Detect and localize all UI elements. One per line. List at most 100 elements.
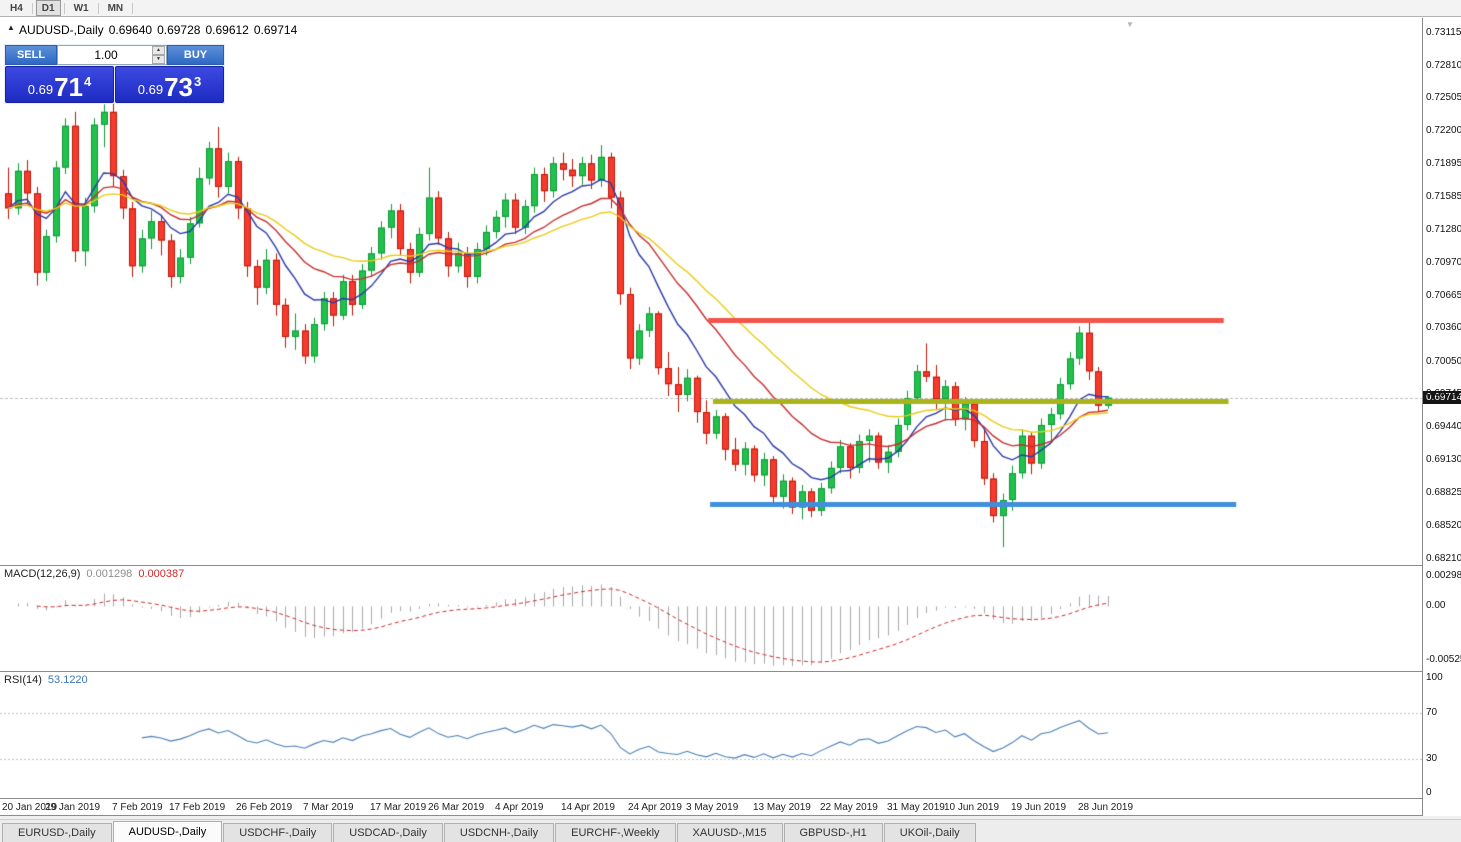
macd-name: MACD(12,26,9) xyxy=(4,568,81,580)
macd-label: MACD(12,26,9) 0.001298 0.000387 xyxy=(4,568,184,580)
date-label: 31 May 2019 xyxy=(887,802,945,813)
volume-down-icon[interactable]: ▼ xyxy=(152,55,165,64)
price-axis-label: 0.71280 xyxy=(1426,224,1461,235)
date-label: 19 Jun 2019 xyxy=(1011,802,1067,813)
volume-up-icon[interactable]: ▲ xyxy=(152,46,165,55)
toolbar-separator xyxy=(97,2,99,14)
date-label: 17 Mar 2019 xyxy=(370,802,427,813)
symbol-info-line: AUDUSD-,Daily 0.69640 0.69728 0.69612 0.6971… xyxy=(19,23,302,37)
macd-axis-label: -0.005256 xyxy=(1426,654,1461,665)
ask-pip-digit: 3 xyxy=(194,74,202,89)
open-value: 0.69640 xyxy=(108,23,153,37)
date-label: 7 Feb 2019 xyxy=(112,802,163,813)
chart-tab[interactable]: XAUUSD-,M15 xyxy=(676,823,783,842)
rsi-axis-label: 0 xyxy=(1426,787,1432,798)
date-label: 28 Jun 2019 xyxy=(1078,802,1134,813)
chart-tab[interactable]: USDCHF-,Daily xyxy=(223,823,333,842)
high-value: 0.69728 xyxy=(157,23,201,37)
chart-tab[interactable]: USDCNH-,Daily xyxy=(443,823,555,842)
ask-big-digits: 73 xyxy=(164,72,193,102)
toolbar-separator xyxy=(31,2,33,14)
volume-input[interactable] xyxy=(58,46,166,64)
macd-axis-label: 0.002984 xyxy=(1426,570,1461,581)
macd-signal-value: 0.000387 xyxy=(138,568,185,580)
macd-axis-label: 0.00 xyxy=(1426,600,1446,611)
price-axis-label: 0.72200 xyxy=(1426,125,1461,136)
price-axis-label: 0.71585 xyxy=(1426,191,1461,202)
rsi-axis-label: 70 xyxy=(1426,707,1438,718)
toolbar-separator xyxy=(132,2,134,14)
chart-tab[interactable]: EURUSD-,Daily xyxy=(2,823,112,842)
price-axis-label: 0.70665 xyxy=(1426,290,1461,301)
current-price-badge: 0.69714 xyxy=(1423,391,1461,404)
date-label: 26 Feb 2019 xyxy=(236,802,293,813)
panel-separator[interactable] xyxy=(0,798,1461,799)
toolbar-separator xyxy=(63,2,65,14)
chart-tab[interactable]: AUDUSD-,Daily xyxy=(112,821,223,842)
rsi-value: 53.1220 xyxy=(47,674,88,686)
price-axis-label: 0.70970 xyxy=(1426,257,1461,268)
timeframe-button-d1[interactable]: D1 xyxy=(35,0,61,16)
buy-button[interactable]: BUY xyxy=(167,45,224,65)
ask-quote-panel[interactable]: 0.69 73 3 xyxy=(115,66,224,103)
price-axis-label: 0.69745 xyxy=(1426,388,1461,399)
chart-tab[interactable]: UKOil-,Daily xyxy=(883,823,976,842)
low-value: 0.69612 xyxy=(205,23,249,37)
date-label: 4 Apr 2019 xyxy=(495,802,544,813)
price-axis-label: 0.70360 xyxy=(1426,322,1461,333)
date-label: 10 Jun 2019 xyxy=(944,802,1000,813)
bid-quote-panel[interactable]: 0.69 71 4 xyxy=(5,66,114,103)
time-axis[interactable]: 20 Jan 2019 29 Jan 2019 7 Feb 2019 17 Feb 2… xyxy=(0,799,1422,816)
timeframe-toolbar: H4 D1 W1 MN xyxy=(0,0,1461,17)
date-label: 7 Mar 2019 xyxy=(303,802,354,813)
rsi-axis-label: 30 xyxy=(1426,753,1438,764)
panel-separator[interactable] xyxy=(0,565,1461,566)
date-label: 20 Jan 2019 xyxy=(2,802,58,813)
price-axis-label: 0.68520 xyxy=(1426,520,1461,531)
timeframe-button-mn[interactable]: MN xyxy=(107,2,124,14)
symbol-name: AUDUSD-,Daily xyxy=(19,23,104,37)
bid-pip-digit: 4 xyxy=(84,74,92,89)
one-click-collapse-arrow-icon[interactable]: ▲ xyxy=(7,23,15,32)
rsi-axis-label: 100 xyxy=(1426,672,1443,683)
macd-indicator-canvas[interactable] xyxy=(0,566,1422,670)
rsi-indicator-canvas[interactable] xyxy=(0,672,1422,798)
bid-big-digits: 71 xyxy=(54,72,83,102)
price-axis[interactable]: 0.69714 0.73115 0.72810 0.72505 0.72200 0.71… xyxy=(1422,18,1461,816)
price-axis-label: 0.69440 xyxy=(1426,421,1461,432)
bid-prefix: 0.69 xyxy=(27,82,54,97)
chart-shift-marker-icon[interactable]: ▼ xyxy=(1126,20,1134,29)
price-axis-label: 0.71895 xyxy=(1426,158,1461,169)
one-click-trading-panel: SELL ▲ ▼ BUY 0.69 71 4 0.69 73 3 xyxy=(4,44,225,104)
date-label: 22 May 2019 xyxy=(820,802,878,813)
timeframe-button-w1[interactable]: W1 xyxy=(73,2,89,14)
date-label: 17 Feb 2019 xyxy=(169,802,226,813)
date-label: 24 Apr 2019 xyxy=(628,802,682,813)
price-axis-label: 0.73115 xyxy=(1426,27,1461,38)
rsi-name: RSI(14) xyxy=(4,674,42,686)
chart-tab-bar: EURUSD-,Daily AUDUSD-,Daily USDCHF-,Daily U… xyxy=(0,819,1461,842)
date-label: 3 May 2019 xyxy=(686,802,739,813)
close-value: 0.69714 xyxy=(253,23,298,37)
macd-main-value: 0.001298 xyxy=(86,568,133,580)
date-label: 13 May 2019 xyxy=(753,802,811,813)
date-label: 14 Apr 2019 xyxy=(561,802,615,813)
date-label: 29 Jan 2019 xyxy=(45,802,101,813)
sell-button[interactable]: SELL xyxy=(5,45,57,65)
price-axis-label: 0.72810 xyxy=(1426,60,1461,71)
price-axis-label: 0.69130 xyxy=(1426,454,1461,465)
panel-separator[interactable] xyxy=(0,671,1461,672)
chart-tab[interactable]: GBPUSD-,H1 xyxy=(783,823,883,842)
volume-box: ▲ ▼ xyxy=(57,45,167,65)
price-axis-label: 0.68825 xyxy=(1426,487,1461,498)
volume-spinner: ▲ ▼ xyxy=(152,46,165,64)
price-axis-label: 0.70050 xyxy=(1426,356,1461,367)
timeframe-button-h4[interactable]: H4 xyxy=(10,2,23,14)
price-axis-label: 0.68210 xyxy=(1426,553,1461,564)
main-chart-canvas[interactable] xyxy=(0,18,1422,565)
chart-tab[interactable]: EURCHF-,Weekly xyxy=(555,823,676,842)
bottom-strip xyxy=(0,816,1461,819)
chart-tab[interactable]: USDCAD-,Daily xyxy=(333,823,443,842)
rsi-label: RSI(14) 53.1220 xyxy=(4,674,88,686)
